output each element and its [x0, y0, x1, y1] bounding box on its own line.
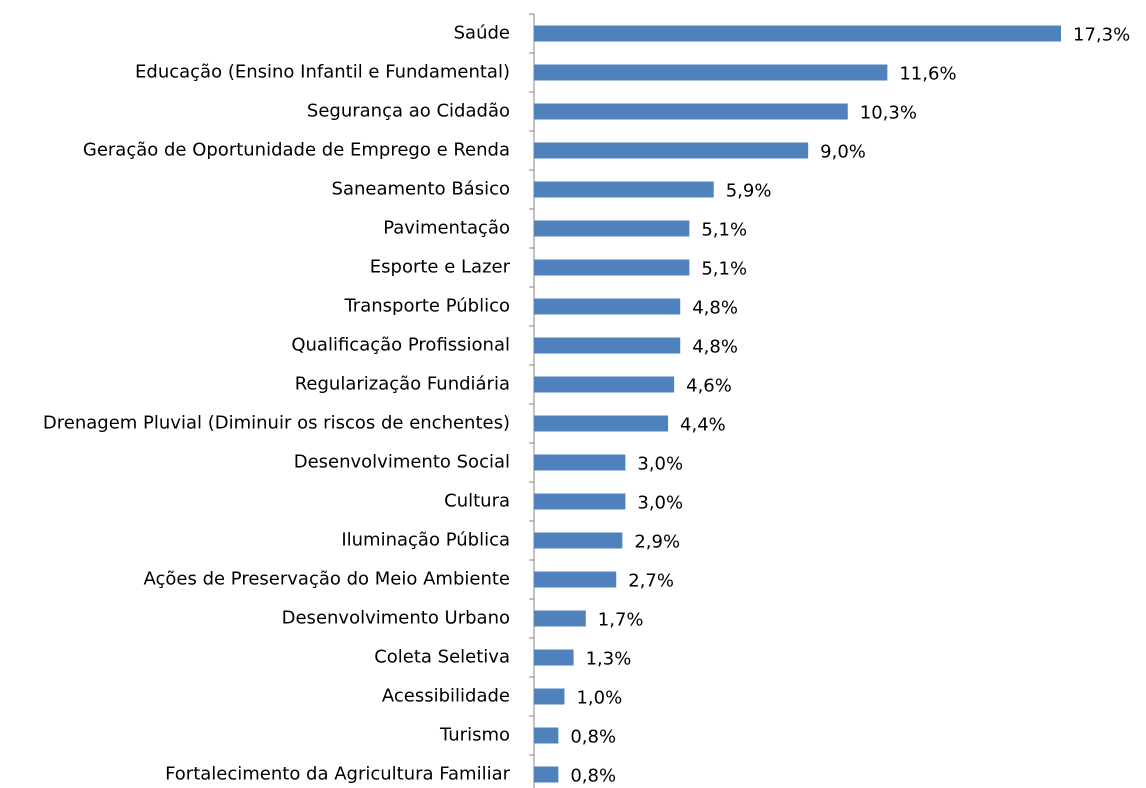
value-label: 9,0%: [820, 142, 866, 163]
category-label: Geração de Oportunidade de Emprego e Ren…: [83, 140, 510, 161]
category-label: Transporte Público: [343, 296, 510, 317]
bar: [534, 64, 888, 81]
category-label: Educação (Ensino Infantil e Fundamental): [135, 62, 510, 83]
bar: [534, 142, 809, 159]
value-label: 2,9%: [634, 532, 680, 553]
category-label: Iluminação Pública: [341, 530, 510, 551]
category-label: Cultura: [444, 491, 510, 512]
bar: [534, 103, 848, 120]
bar: [534, 376, 675, 393]
category-label: Segurança ao Cidadão: [307, 101, 510, 122]
category-label: Desenvolvimento Urbano: [282, 608, 510, 629]
value-label: 4,4%: [680, 415, 726, 436]
bar: [534, 493, 626, 510]
value-label: 0,8%: [570, 766, 616, 787]
value-label: 10,3%: [860, 103, 917, 124]
bar: [534, 610, 586, 627]
category-label: Acessibilidade: [382, 686, 510, 707]
bar: [534, 688, 565, 705]
value-label: 3,0%: [637, 454, 683, 475]
category-label: Saúde: [454, 23, 510, 44]
category-label: Fortalecimento da Agricultura Familiar: [165, 764, 511, 785]
bar: [534, 727, 559, 744]
value-label: 4,8%: [692, 298, 738, 319]
value-label: 1,0%: [576, 688, 622, 709]
value-label: 1,7%: [598, 610, 644, 631]
value-label: 0,8%: [570, 727, 616, 748]
bar: [534, 25, 1061, 42]
bar: [534, 766, 559, 783]
value-label: 11,6%: [899, 64, 956, 85]
value-label: 5,1%: [701, 220, 747, 241]
bar: [534, 571, 617, 588]
bar: [534, 259, 690, 276]
value-label: 5,1%: [701, 259, 747, 280]
bar: [534, 337, 681, 354]
bar: [534, 181, 714, 198]
value-label: 5,9%: [726, 181, 772, 202]
category-label: Turismo: [439, 725, 510, 746]
bar: [534, 649, 574, 666]
bar: [534, 415, 669, 432]
category-label: Esporte e Lazer: [370, 257, 511, 278]
category-label: Regularização Fundiária: [295, 374, 510, 395]
bar: [534, 220, 690, 237]
bar: [534, 298, 681, 315]
bar: [534, 454, 626, 471]
value-label: 4,6%: [686, 376, 732, 397]
value-label: 3,0%: [637, 493, 683, 514]
value-label: 1,3%: [586, 649, 632, 670]
category-label: Ações de Preservação do Meio Ambiente: [143, 569, 510, 590]
value-label: 2,7%: [628, 571, 674, 592]
category-label: Pavimentação: [383, 218, 510, 239]
category-label: Desenvolvimento Social: [294, 452, 510, 473]
category-label: Drenagem Pluvial (Diminuir os riscos de …: [43, 413, 510, 434]
category-label: Qualificação Profissional: [291, 335, 510, 356]
category-label: Saneamento Básico: [332, 179, 510, 200]
value-label: 17,3%: [1073, 25, 1130, 46]
value-label: 4,8%: [692, 337, 738, 358]
category-label: Coleta Seletiva: [374, 647, 510, 668]
bar: [534, 532, 623, 549]
